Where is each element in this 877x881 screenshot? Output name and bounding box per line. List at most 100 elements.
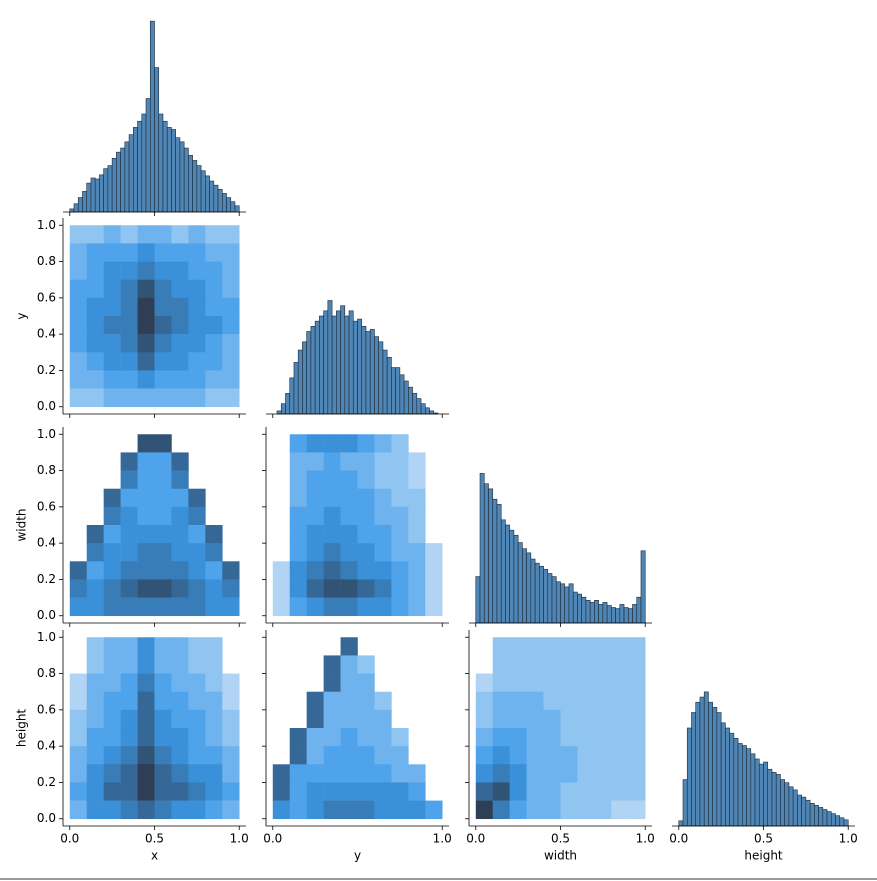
heat-cell bbox=[137, 728, 155, 747]
hist-bar bbox=[412, 393, 418, 415]
heat-cell bbox=[171, 506, 189, 526]
heat-cell bbox=[357, 561, 375, 580]
hist-bar bbox=[479, 473, 485, 624]
heat-cell bbox=[289, 452, 307, 471]
heat-cell bbox=[340, 746, 358, 765]
heat-cell bbox=[171, 709, 189, 729]
heat-cell bbox=[391, 728, 409, 747]
heat-cell bbox=[205, 352, 223, 371]
heat-cell bbox=[86, 297, 104, 317]
hist-bar bbox=[509, 529, 515, 624]
heat-cell bbox=[137, 709, 155, 729]
hist-bar bbox=[695, 701, 701, 827]
heat-cell bbox=[628, 764, 646, 783]
hist-bar bbox=[763, 761, 769, 827]
heat-cell bbox=[408, 543, 426, 562]
hist-bar bbox=[69, 208, 75, 213]
hist-bar bbox=[352, 320, 358, 415]
heat-cell bbox=[120, 243, 138, 262]
x-tick-label: 0.5 bbox=[754, 832, 773, 846]
heat-cell bbox=[137, 561, 155, 580]
heat-cell bbox=[86, 225, 104, 244]
heat-cell bbox=[103, 488, 121, 508]
heat-cell bbox=[577, 764, 595, 783]
heat-cell bbox=[560, 782, 578, 801]
heat-cell bbox=[205, 691, 223, 711]
heat-cell bbox=[509, 782, 527, 801]
heat-cell bbox=[222, 691, 240, 711]
heat-cell bbox=[137, 297, 155, 317]
heat-cell bbox=[69, 764, 88, 783]
x-tick-label: 0.0 bbox=[263, 832, 282, 846]
heat-cell bbox=[188, 691, 206, 711]
heat-cell bbox=[391, 434, 409, 453]
heat-cell bbox=[492, 709, 510, 729]
heat-cell bbox=[492, 764, 510, 783]
heat-cell bbox=[340, 782, 358, 801]
heat-cell bbox=[103, 316, 121, 335]
heat-cell bbox=[103, 655, 121, 674]
heat-cell bbox=[154, 597, 172, 617]
hist-bar bbox=[505, 524, 510, 624]
heat-cell bbox=[391, 782, 409, 801]
hist-bar bbox=[492, 498, 498, 624]
heat-cell bbox=[222, 673, 240, 693]
heat-cell bbox=[120, 561, 138, 580]
heat-cell bbox=[137, 370, 155, 389]
heat-cell bbox=[289, 506, 307, 526]
heat-cell bbox=[137, 691, 155, 711]
heat-cell bbox=[475, 800, 494, 820]
y-tick-label: 0.8 bbox=[37, 666, 56, 680]
heat-cell bbox=[289, 579, 307, 598]
hist-bar bbox=[818, 807, 824, 827]
heat-cell bbox=[69, 746, 88, 765]
heat-cell bbox=[526, 782, 544, 801]
heat-cell bbox=[340, 709, 358, 729]
hist-bar bbox=[775, 774, 781, 827]
heat-cell bbox=[323, 655, 341, 674]
heat-cell bbox=[289, 470, 307, 490]
hist-bar bbox=[124, 141, 130, 213]
heat-cell bbox=[340, 691, 358, 711]
heat-cell bbox=[340, 506, 358, 526]
heat-cell bbox=[374, 506, 392, 526]
heat-cell bbox=[509, 655, 527, 674]
heat-cell bbox=[475, 709, 494, 729]
heat-cell bbox=[526, 673, 544, 693]
heat-cell bbox=[306, 782, 324, 801]
heat-cell bbox=[188, 597, 206, 617]
heat-cell bbox=[577, 691, 595, 711]
heat-cell bbox=[594, 764, 612, 783]
heat-cell bbox=[188, 506, 206, 526]
heat-cell bbox=[103, 673, 121, 693]
heat-cell bbox=[594, 655, 612, 674]
hist-bar bbox=[133, 127, 138, 213]
heat-cell bbox=[205, 782, 223, 801]
hist-bar bbox=[365, 331, 371, 415]
heat-cell bbox=[137, 579, 155, 598]
hist-bar bbox=[615, 608, 621, 624]
heat-cell bbox=[120, 543, 138, 562]
hist-bar bbox=[602, 602, 608, 624]
heat-cell bbox=[103, 728, 121, 747]
heat-cell bbox=[120, 673, 138, 693]
heat-cell bbox=[340, 728, 358, 747]
x-axis-label: x bbox=[151, 849, 158, 863]
heat-cell bbox=[103, 800, 121, 820]
heat-cell bbox=[188, 764, 206, 783]
hist-bar bbox=[183, 147, 189, 213]
heat-cell bbox=[526, 764, 544, 783]
heat-cell bbox=[205, 764, 223, 783]
hist-bar bbox=[551, 576, 557, 624]
hist-bar bbox=[175, 137, 181, 213]
heat-cell bbox=[171, 261, 189, 281]
heat-cell bbox=[357, 691, 375, 711]
heat-cell bbox=[543, 637, 561, 656]
hist-bar bbox=[830, 813, 836, 827]
heat-cell bbox=[205, 800, 223, 820]
heat-cell bbox=[492, 655, 510, 674]
heat-cell bbox=[188, 370, 206, 389]
heat-cell bbox=[86, 764, 104, 783]
heat-cell bbox=[628, 782, 646, 801]
heat-cell bbox=[222, 800, 240, 820]
